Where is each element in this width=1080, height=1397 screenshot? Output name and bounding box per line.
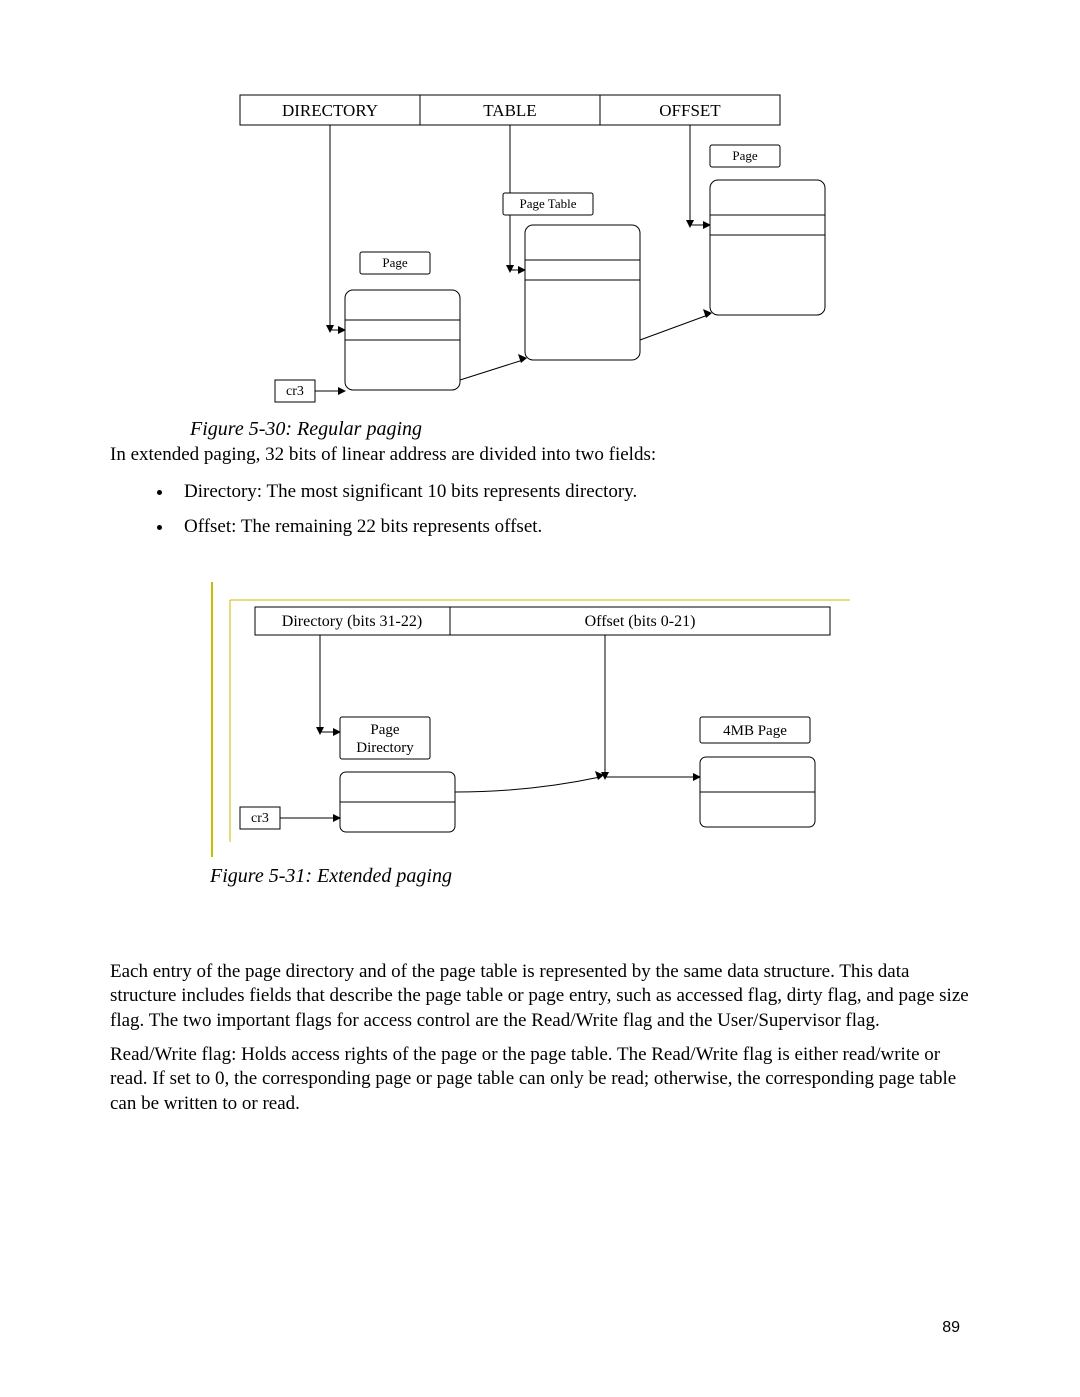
- page-directory-label-1: Page: [370, 722, 400, 738]
- page-label-right: Page: [732, 148, 758, 163]
- figure-5-30-caption: Figure 5-30: Regular paging: [190, 418, 970, 441]
- figure-5-31: Directory (bits 31-22) Offset (bits 0-21…: [210, 582, 870, 857]
- page-number: 89: [942, 1319, 960, 1337]
- page-box-right: [710, 180, 825, 315]
- linear-address-header: DIRECTORY TABLE OFFSET: [240, 95, 780, 125]
- bullet-directory: Directory: The most significant 10 bits …: [174, 477, 970, 507]
- page-table-label: Page Table: [520, 196, 577, 211]
- directory-path: [326, 125, 346, 334]
- page-directory-box-ext: [340, 772, 455, 832]
- offset-path: [686, 125, 711, 229]
- page-4mb-box: [700, 757, 815, 827]
- header-offset: OFFSET: [659, 101, 721, 120]
- header-directory-ext: Directory (bits 31-22): [282, 613, 422, 630]
- header-table: TABLE: [483, 101, 536, 120]
- page-4mb-label: 4MB Page: [723, 723, 787, 739]
- bullet-offset: Offset: The remaining 22 bits represents…: [174, 512, 970, 542]
- para-read-write: Read/Write flag: Holds access rights of …: [110, 1043, 970, 1116]
- page-directory-label-2: Directory: [356, 740, 414, 756]
- linear-address-header-ext: Directory (bits 31-22) Offset (bits 0-21…: [255, 607, 830, 635]
- pt-to-page-arrow: [640, 315, 708, 340]
- page-label-left: Page: [382, 255, 408, 270]
- cr3-label: cr3: [286, 384, 304, 399]
- figure-5-30: DIRECTORY TABLE OFFSET Page: [220, 90, 860, 410]
- page-dir-box: [345, 290, 460, 390]
- page-table-box: [525, 225, 640, 360]
- extended-paging-intro: In extended paging, 32 bits of linear ad…: [110, 443, 970, 467]
- para-flags: Each entry of the page directory and of …: [110, 960, 970, 1033]
- figure-5-31-caption: Figure 5-31: Extended paging: [210, 865, 970, 888]
- dir-to-offset-arrow: [455, 777, 600, 792]
- extended-paging-bullets: Directory: The most significant 10 bits …: [110, 477, 970, 542]
- cr3-label-ext: cr3: [251, 811, 269, 826]
- header-offset-ext: Offset (bits 0-21): [585, 613, 696, 630]
- document-page: DIRECTORY TABLE OFFSET Page: [0, 0, 1080, 1397]
- dir-to-pt-arrow: [460, 360, 523, 380]
- header-directory: DIRECTORY: [282, 101, 378, 120]
